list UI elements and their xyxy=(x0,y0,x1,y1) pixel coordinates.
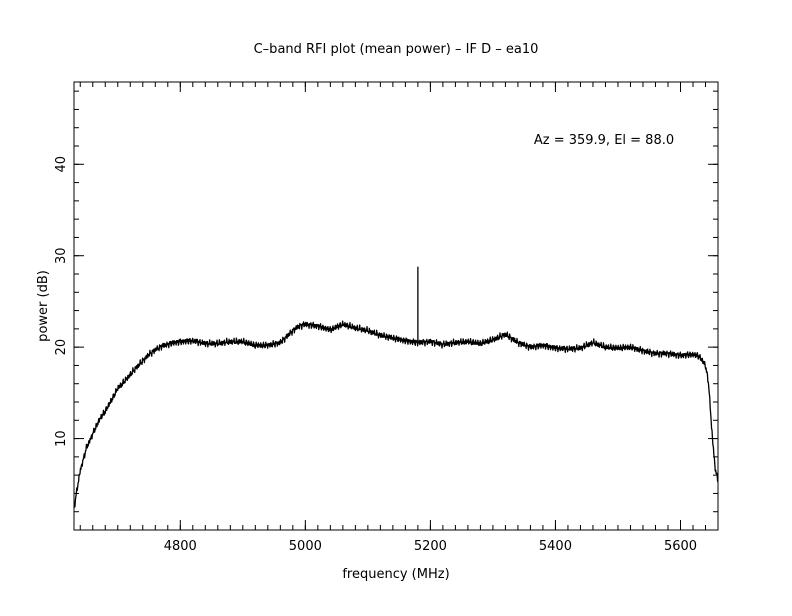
plot-frame xyxy=(73,81,719,531)
y-tick-label: 20 xyxy=(54,339,69,356)
x-axis-label: frequency (MHz) xyxy=(342,567,449,582)
x-tick-label: 5200 xyxy=(414,539,447,554)
y-tick-label: 40 xyxy=(54,156,69,173)
chart-title: C–band RFI plot (mean power) – IF D – ea… xyxy=(254,42,539,57)
series-layer xyxy=(73,266,719,508)
y-tick-label: 10 xyxy=(54,430,69,447)
x-tick-label: 5000 xyxy=(289,539,322,554)
x-tick-label: 5400 xyxy=(539,539,572,554)
x-tick-label: 4800 xyxy=(164,539,197,554)
y-axis-label: power (dB) xyxy=(36,270,51,342)
x-tick-label: 5600 xyxy=(664,539,697,554)
tick-labels: 4800 5000 5200 5400 5600 10 20 30 40 xyxy=(54,156,697,554)
power-series-line xyxy=(73,320,719,508)
axis-ticks xyxy=(74,82,719,531)
y-tick-label: 30 xyxy=(54,247,69,264)
az-el-annotation: Az = 359.9, El = 88.0 xyxy=(534,133,674,148)
